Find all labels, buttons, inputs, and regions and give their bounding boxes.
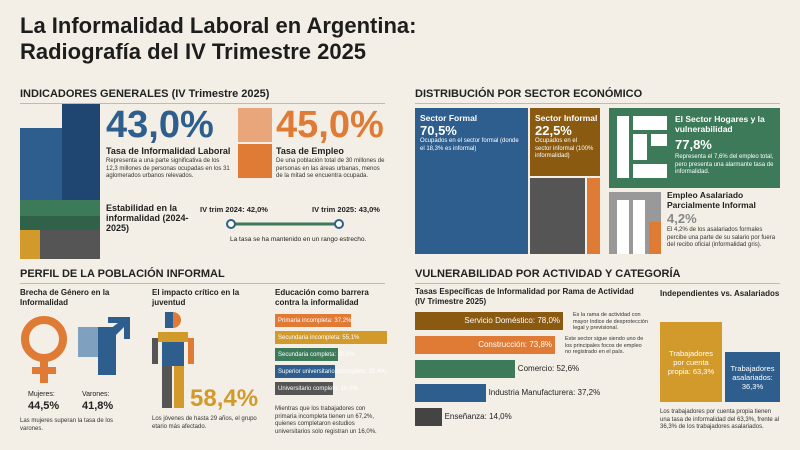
branch-bar-label: Servicio Doméstico: 78,0% <box>464 316 560 325</box>
indep-title: Independientes vs. Asalariados <box>660 289 780 298</box>
formal-sector-block: Sector Formal 70,5% Ocupados en el secto… <box>415 108 528 254</box>
employment-value: 45,0% <box>276 104 384 146</box>
stability-note: La tasa se ha mantenido en un rango estr… <box>230 236 367 243</box>
indep-note: Los trabajadores por cuenta propia tiene… <box>660 409 780 430</box>
divider <box>415 283 780 284</box>
asalariado-block-graphic <box>609 192 661 254</box>
women-label: Mujeres: <box>28 391 55 398</box>
branch-bar <box>415 408 442 426</box>
branch-bar <box>415 384 486 402</box>
education-bars: Primaria incompleta: 37,2% Secundaria inc… <box>275 314 387 399</box>
asalariado-value: 4,2% <box>667 211 697 226</box>
education-note: Mientras que los trabajadores con primar… <box>275 406 377 435</box>
gender-note: Las mujeres superan la tasa de los varon… <box>20 418 114 432</box>
branch-bar-label: Industria Manufacturera: 37,2% <box>488 388 601 397</box>
informality-block-graphic <box>20 104 100 259</box>
branch-bar-label: Construcción: 73,8% <box>478 340 553 349</box>
gender-icons <box>21 316 130 383</box>
informality-desc: Representa a una parte significativa de … <box>106 158 230 179</box>
vulnerability-section-title: VULNERABILIDAD POR ACTIVIDAD Y CATEGORÍA <box>415 268 681 280</box>
informal-sub-block <box>530 178 585 254</box>
hogares-block: El Sector Hogares y la vulnerabilidad 77… <box>609 108 780 188</box>
branch-note-1: Es la rama de actividad con mayor índice… <box>573 312 648 331</box>
informality-value: 43,0% <box>106 104 214 146</box>
education-bar: Universitario completo: 16,0% <box>275 382 358 395</box>
education-bar: Secundaria completa: 30,9% <box>275 348 355 361</box>
distribution-section-title: DISTRIBUCIÓN POR SECTOR ECONÓMICO <box>415 88 643 100</box>
branch-bar <box>415 336 556 354</box>
informal-sub-block <box>587 178 600 254</box>
asal-block: Trabajadores asalariados: 36,3% <box>725 352 780 402</box>
branch-chart-title: Tasas Específicas de Informalidad por Ra… <box>415 287 634 306</box>
divider <box>20 283 385 284</box>
youth-title: El impacto crítico en la juventud <box>152 288 240 307</box>
branch-bar <box>415 312 563 330</box>
branch-bar-label: Enseñanza: 14,0% <box>444 412 512 421</box>
men-label: Varones: <box>82 391 110 398</box>
stability-end: IV trim 2025: 43,0% <box>312 205 380 214</box>
house-grid-icon <box>617 116 667 178</box>
employment-label: Tasa de Empleo <box>276 146 344 156</box>
youth-value: 58,4% <box>190 385 259 412</box>
divider <box>415 103 780 104</box>
branch-chart: Servicio Doméstico: 78,0% Construcción: 7… <box>415 312 655 432</box>
branch-note-2: Este sector sigue siendo uno de los prin… <box>565 336 644 355</box>
informal-sector-block: Sector Informal 22,5% Ocupados en el sec… <box>530 108 600 176</box>
page-title: La Informalidad Laboral en Argentina: Ra… <box>20 13 417 64</box>
women-value: 44,5% <box>28 400 60 412</box>
men-value: 41,8% <box>82 400 114 412</box>
stability-line <box>226 219 344 229</box>
employment-desc: De una población total de 30 millones de… <box>276 158 385 179</box>
education-bar: Secundaria incompleta: 55,1% <box>275 331 387 344</box>
gender-title: Brecha de Género en la Informalidad <box>20 288 110 307</box>
stability-start: IV trim 2024: 42,0% <box>200 205 268 214</box>
branch-bar <box>415 360 515 378</box>
education-title: Educación como barrera contra la informa… <box>275 288 369 307</box>
youth-note: Los jóvenes de hasta 29 años, el grupo e… <box>152 416 257 430</box>
branch-bar-label: Comercio: 52,6% <box>517 364 580 373</box>
education-bar: Superior universitario incompleto: 25,4% <box>275 365 386 378</box>
employment-block-graphic <box>238 108 272 178</box>
youth-figure-icon <box>152 312 194 408</box>
indep-block: Trabajadores por cuenta propia: 63,3% <box>660 322 722 402</box>
stability-label: Estabilidad en la informalidad (2024-202… <box>106 203 189 233</box>
indicators-section-title: INDICADORES GENERALES (IV Trimestre 2025… <box>20 88 270 100</box>
education-bar: Primaria incompleta: 37,2% <box>275 314 351 327</box>
divider <box>20 103 385 104</box>
asalariado-desc: El 4,2% de los asalariados formales perc… <box>667 227 776 248</box>
profile-section-title: PERFIL DE LA POBLACIÓN INFORMAL <box>20 268 225 280</box>
informality-label: Tasa de Informalidad Laboral <box>106 146 231 156</box>
asalariado-title: Empleo Asalariado Parcialmente Informal <box>667 190 756 210</box>
